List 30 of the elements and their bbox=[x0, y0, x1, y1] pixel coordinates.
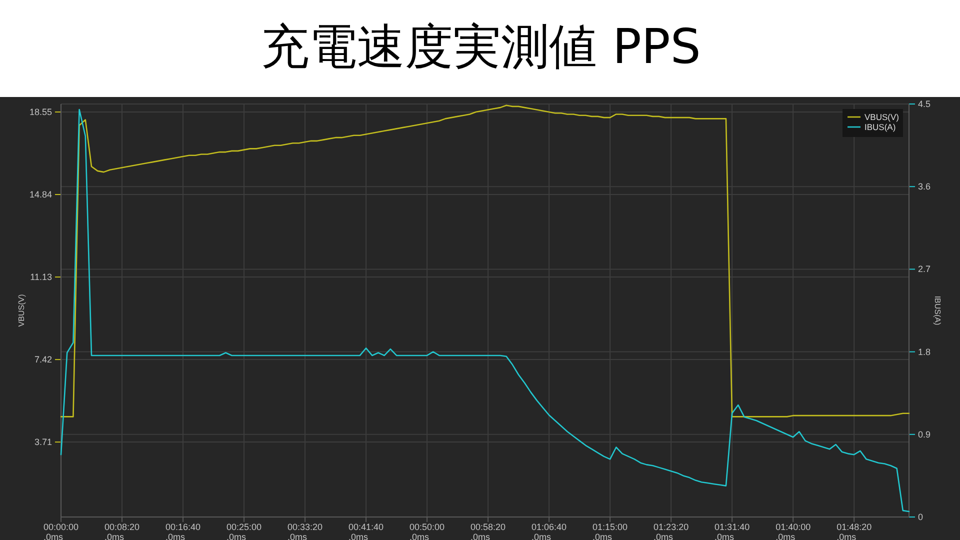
x-tick-label: 00:16:40 .0ms bbox=[165, 522, 201, 540]
y2-tick-label: 0 bbox=[918, 512, 924, 522]
x-tick-label: 00:00:00 .0ms bbox=[43, 522, 79, 540]
y-tick-label: 3.71 bbox=[34, 437, 52, 448]
y2-axis-title: IBUS(A) bbox=[933, 296, 942, 326]
x-tick-label: 01:06:40 .0ms bbox=[532, 522, 567, 540]
x-tick-label: 01:40:00 .0ms bbox=[776, 522, 811, 540]
y-axis-title: VBUS(V) bbox=[17, 294, 26, 327]
y-tick-label: 11.13 bbox=[30, 272, 52, 282]
y2-tick-label: 0.9 bbox=[918, 429, 931, 440]
x-tick-label: 00:50:00 .0ms bbox=[410, 522, 445, 540]
x-tick-label: 01:31:40 .0ms bbox=[714, 522, 750, 540]
y2-tick-label: 4.5 bbox=[918, 99, 931, 109]
y-tick-label: 18.55 bbox=[29, 107, 52, 118]
x-tick-label: 00:25:00 .0ms bbox=[226, 522, 262, 540]
legend-label: VBUS(V) bbox=[864, 112, 900, 122]
legend-label: IBUS(A) bbox=[864, 122, 896, 132]
x-tick-label: 00:58:20 .0ms bbox=[470, 522, 506, 540]
x-tick-label: 01:48:20 .0ms bbox=[836, 522, 872, 540]
y2-tick-label: 2.7 bbox=[918, 264, 931, 274]
x-tick-label: 01:23:20 .0ms bbox=[654, 522, 689, 540]
x-tick-label: 00:33:20 .0ms bbox=[288, 522, 323, 540]
chart-title: 充電速度実測値 PPS bbox=[261, 19, 701, 75]
y-tick-label: 7.42 bbox=[34, 354, 52, 365]
x-tick-label: 01:15:00 .0ms bbox=[592, 522, 628, 540]
x-tick-label: 00:41:40 .0ms bbox=[348, 522, 384, 540]
y-tick-label: 14.84 bbox=[29, 190, 52, 200]
y2-tick-label: 1.8 bbox=[918, 346, 931, 357]
y2-tick-label: 3.6 bbox=[918, 182, 931, 192]
x-tick-label: 00:08:20 .0ms bbox=[104, 522, 140, 540]
